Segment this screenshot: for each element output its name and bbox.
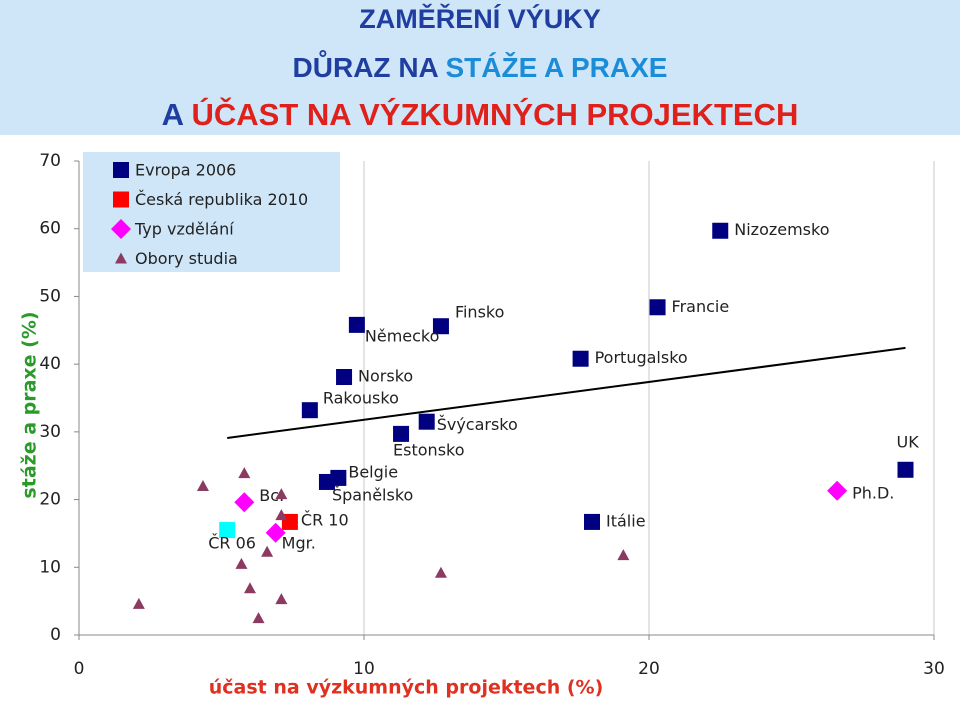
title-part: DŮRAZ NA [292,52,446,83]
legend-item: Evropa 2006 [113,161,236,180]
marker [234,492,255,513]
point-label: Itálie [606,511,646,530]
x-tick-label: 10 [353,659,375,679]
title-part: STÁŽE A PRAXE [445,52,668,83]
marker [393,425,410,442]
y-tick-label: 60 [39,219,61,239]
marker [897,461,914,478]
marker [252,612,265,624]
point-label: Belgie [348,462,398,481]
legend-label: Obory studia [135,249,238,268]
marker [115,252,127,264]
point-label: Bc. [259,486,284,505]
point-label: Estonsko [393,440,464,459]
point-label: Švýcarsko [437,415,518,434]
legend-label: Česká republika 2010 [135,190,308,209]
point-label: Nizozemsko [734,220,829,239]
x-tick-label: 30 [923,659,945,679]
marker [113,162,129,178]
marker [348,316,365,333]
point-label: Finsko [455,303,504,322]
header-band [0,0,960,135]
marker [132,597,145,609]
y-tick-label: 50 [39,286,61,306]
point-label: ČR 10 [301,510,349,529]
marker [336,369,353,386]
marker [649,299,666,316]
legend-label: Evropa 2006 [135,161,236,180]
marker [261,545,274,557]
marker [617,549,630,561]
point-label: Rakousko [323,389,399,408]
point-label: Ph.D. [852,483,894,502]
legend-item: Česká republika 2010 [113,190,308,209]
marker [265,522,286,543]
legend-item: Obory studia [115,249,238,268]
y-tick-label: 40 [39,354,61,374]
marker [235,557,248,569]
title-line: DŮRAZ NA STÁŽE A PRAXE [0,52,960,84]
point-label: Norsko [358,367,413,386]
marker [275,509,288,521]
title-part: ÚČAST NA VÝZKUMNÝCH PROJEKTECH [191,97,799,132]
marker [219,522,236,539]
marker [244,582,256,594]
title-part: ZAMĚŘENÍ VÝUKY [359,4,601,34]
marker [418,413,435,430]
marker [111,219,131,239]
marker [238,467,251,479]
point-label: Francie [672,297,730,316]
marker [301,402,318,419]
title-line: A ÚČAST NA VÝZKUMNÝCH PROJEKTECH [0,97,960,133]
point-label: Španělsko [332,485,413,504]
y-tick-label: 70 [39,151,61,171]
x-axis-label: účast na výzkumných projektech (%) [209,677,604,699]
y-tick-label: 30 [39,422,61,442]
marker [275,593,288,605]
point-label: UK [897,432,920,451]
point-label: Mgr. [282,533,316,552]
legend-label: Typ vzdělání [134,220,234,239]
point-label: ČR 06 [208,534,256,553]
y-tick-label: 20 [39,490,61,510]
x-tick-label: 20 [638,659,660,679]
marker [712,222,729,239]
marker [196,480,209,492]
y-tick-label: 0 [50,625,61,645]
marker [113,191,129,208]
marker [584,513,600,530]
y-tick-label: 10 [39,557,61,577]
marker [572,350,589,367]
marker [827,480,848,501]
y-axis-label: stáže a praxe (%) [19,311,41,498]
title-line: ZAMĚŘENÍ VÝUKY [0,4,960,35]
marker [275,488,288,500]
trendline [227,346,906,439]
marker [318,473,335,490]
marker [432,318,449,335]
x-tick-label: 0 [74,659,85,679]
legend-item: Typ vzdělání [111,219,234,239]
point-label: Portugalsko [595,348,688,367]
point-label: Německo [365,326,440,345]
marker [434,566,447,578]
title-part: A [161,97,192,132]
